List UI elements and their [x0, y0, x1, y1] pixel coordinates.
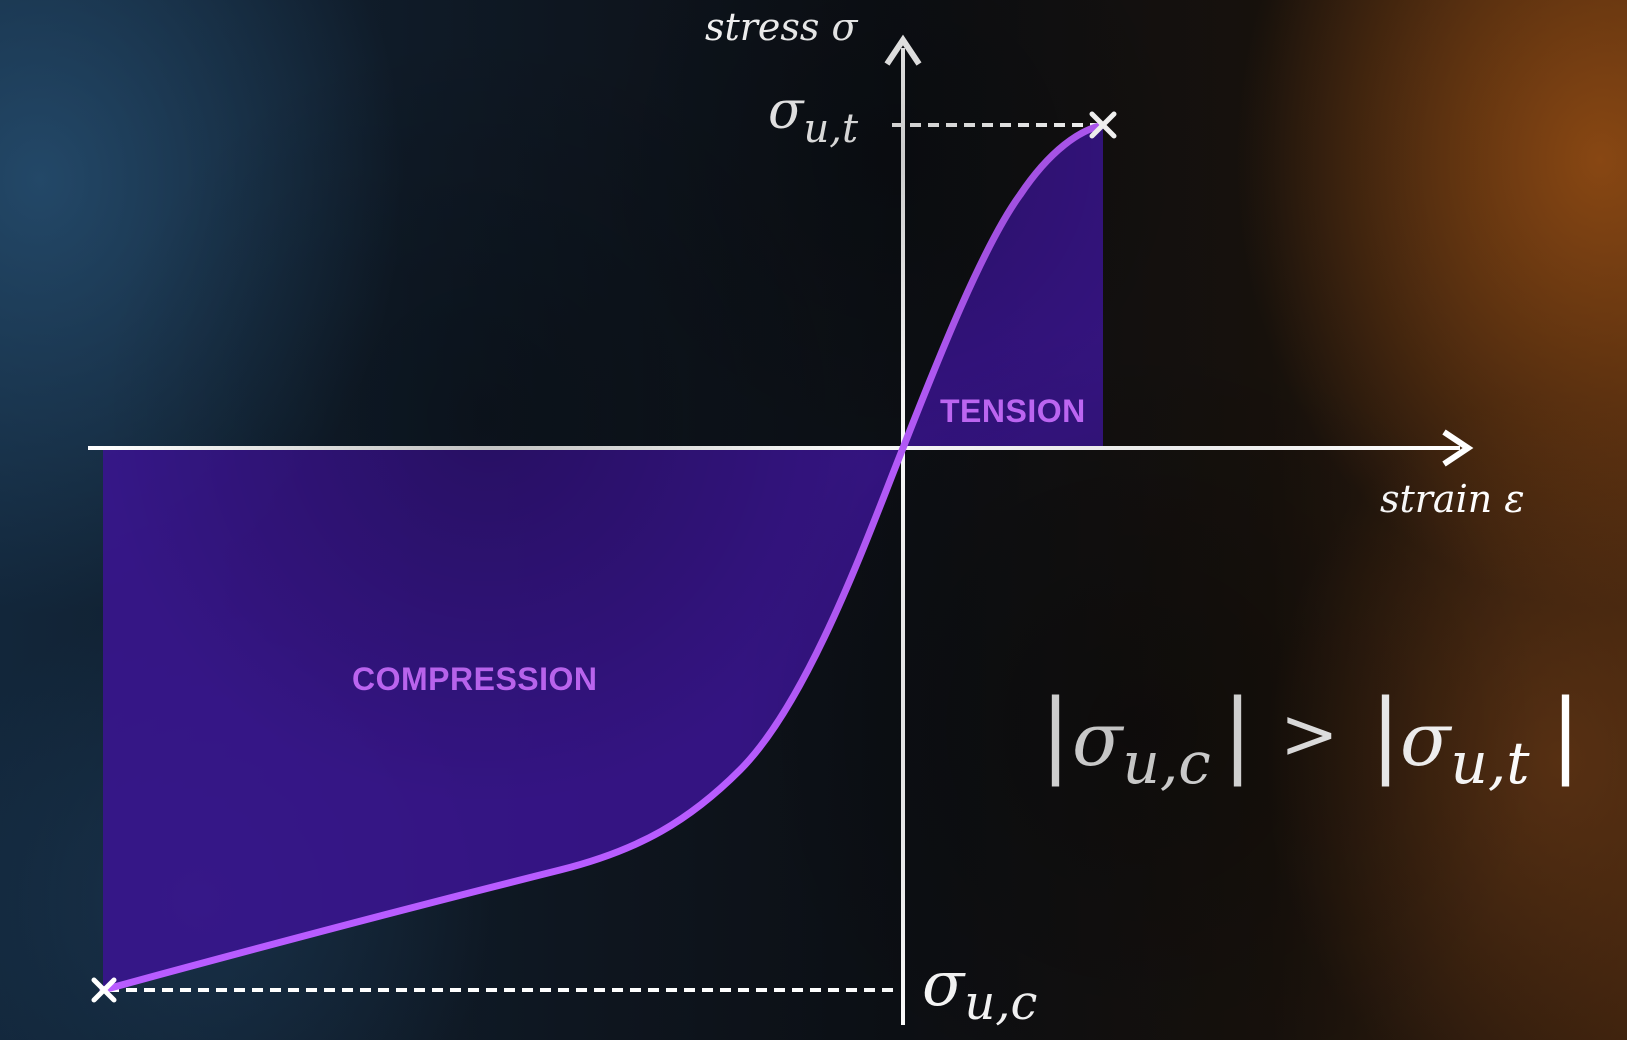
- tension-label: TENSION: [940, 393, 1086, 429]
- tension-area: [903, 125, 1103, 447]
- inequality-rhs: σu,t: [1400, 697, 1530, 797]
- y-axis-label: stress σ: [705, 5, 859, 49]
- abs-bar: |: [1222, 680, 1253, 787]
- abs-bar: |: [1550, 680, 1581, 787]
- inequality-operator: >: [1280, 693, 1339, 775]
- inequality-formula: | σu,c | > | σu,t |: [1040, 680, 1581, 797]
- x-axis-label: strain ε: [1380, 477, 1525, 521]
- sigma-ut-label: σu,t: [768, 81, 859, 152]
- inequality-lhs: σu,c: [1072, 697, 1211, 797]
- stress-strain-curve: [99, 121, 1107, 994]
- tension-failure-marker: [1089, 111, 1117, 139]
- compression-area: [103, 447, 903, 990]
- compression-failure-marker: [91, 977, 117, 1003]
- abs-bar: |: [1370, 680, 1401, 787]
- abs-bar: |: [1040, 680, 1071, 787]
- compression-label: COMPRESSION: [352, 661, 598, 697]
- sigma-uc-label: σu,c: [922, 947, 1037, 1031]
